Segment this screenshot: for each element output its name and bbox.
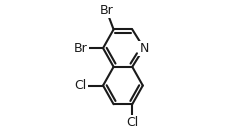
Text: Br: Br <box>100 4 113 17</box>
Text: Cl: Cl <box>75 79 87 92</box>
Text: Br: Br <box>74 42 88 55</box>
Text: Cl: Cl <box>126 116 138 129</box>
Text: N: N <box>139 42 149 55</box>
